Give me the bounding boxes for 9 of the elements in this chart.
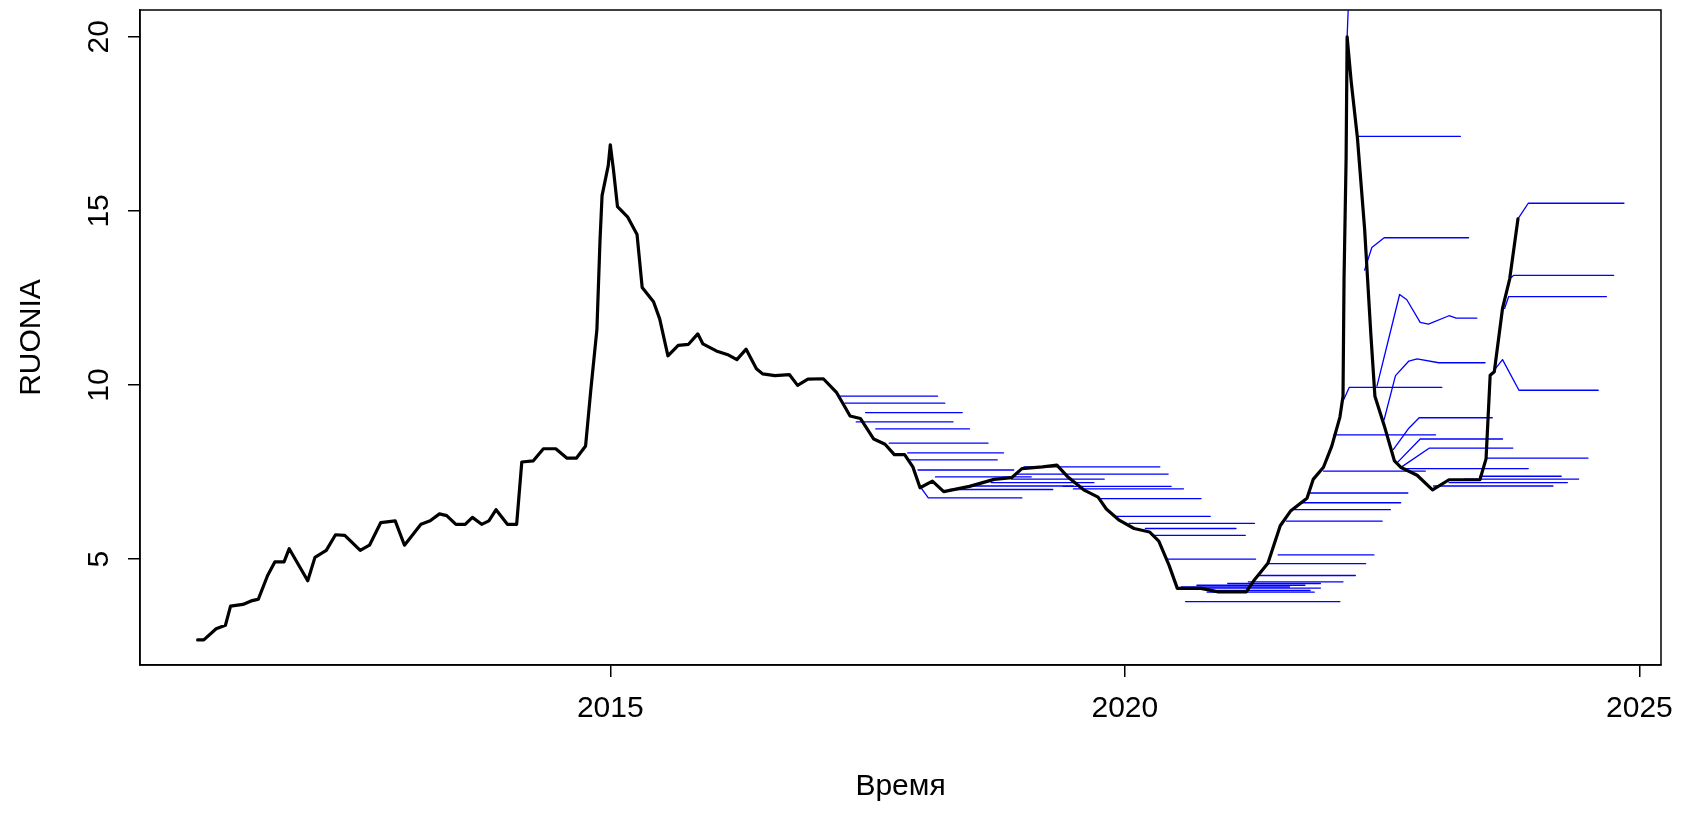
x-tick-label: 2025 — [1606, 690, 1673, 724]
y-tick-label: 5 — [81, 550, 115, 568]
y-tick-label: 10 — [81, 368, 115, 402]
y-tick-label: 20 — [81, 20, 115, 54]
x-axis-title: Время — [855, 768, 946, 802]
x-tick-label: 2020 — [1091, 690, 1159, 724]
x-tick-label: 2015 — [576, 690, 644, 724]
y-tick-label: 15 — [81, 194, 115, 228]
y-axis-title: RUONIA — [13, 279, 47, 396]
